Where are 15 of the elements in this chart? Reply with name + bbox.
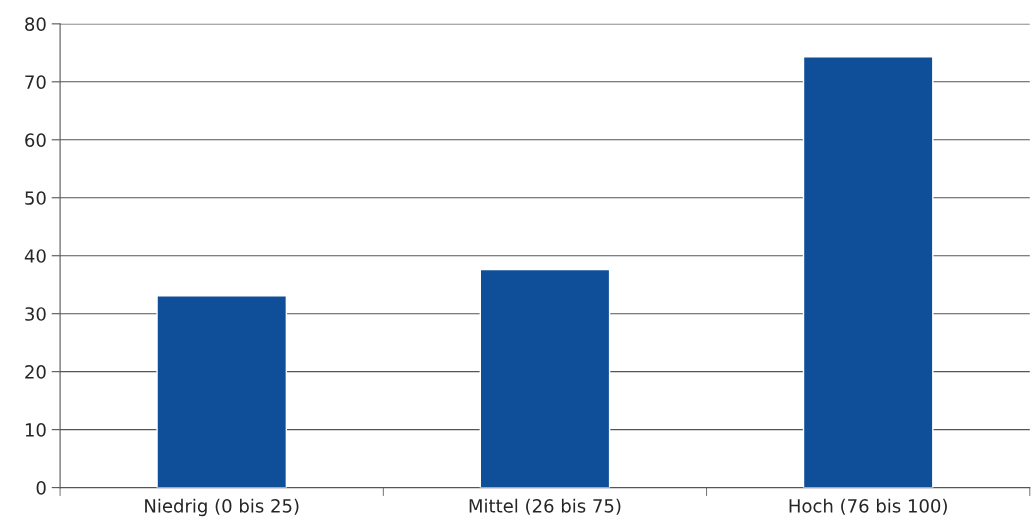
y-tick-label: 20 [25,365,46,379]
y-tick-label: 60 [25,133,46,147]
y-tick-label: 30 [25,307,46,321]
x-tick-label: Hoch (76 bis 100) [789,498,947,515]
bar [802,56,934,488]
bar [156,295,288,488]
bar [479,268,611,488]
y-tick-label: 80 [25,17,46,31]
x-tick-label: Niedrig (0 bis 25) [145,498,299,517]
y-tick-label: 50 [25,191,46,205]
y-tick-label: 0 [36,481,46,495]
y-tick-label: 10 [25,423,46,437]
y-tick-label: 70 [25,75,46,89]
x-tick-label: Mittel (26 bis 75) [469,498,621,515]
y-tick-label: 40 [24,249,46,263]
